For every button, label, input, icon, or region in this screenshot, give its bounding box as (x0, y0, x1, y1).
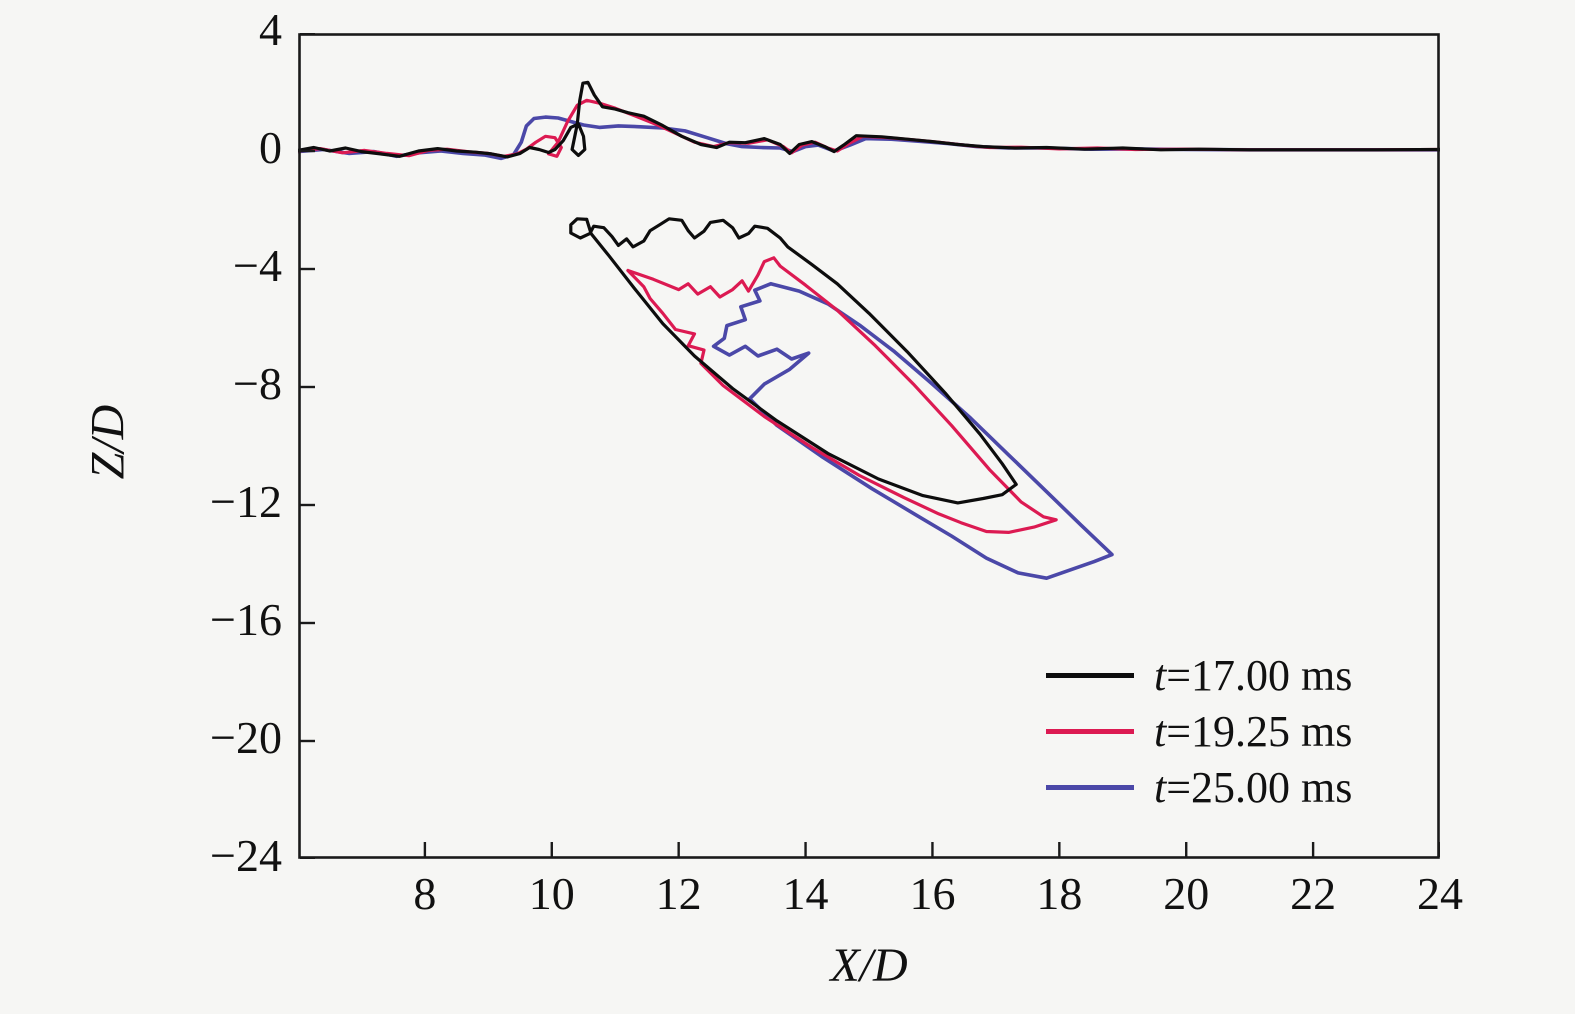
x-tick-label: 24 (1417, 868, 1463, 919)
legend-label-variable: t (1154, 706, 1167, 756)
y-tick-label: 0 (259, 122, 282, 173)
y-tick-label: −12 (210, 476, 282, 527)
legend-entry: t=19.25 ms (1046, 706, 1352, 756)
plot-frame (298, 33, 1440, 859)
free-surface-contour (298, 80, 1440, 159)
y-tick-label: −4 (233, 240, 282, 291)
y-tick-label: −24 (210, 830, 282, 881)
legend-label: t=19.25 ms (1154, 706, 1353, 756)
y-tick-label: −8 (233, 358, 282, 409)
plot-area (298, 33, 1440, 859)
legend-line-swatch (1046, 672, 1134, 678)
legend-line-swatch (1046, 728, 1134, 734)
x-tick-label: 18 (1036, 868, 1083, 919)
x-tick-label: 12 (655, 868, 702, 919)
y-tick-label: −16 (210, 594, 282, 645)
legend-label: t=25.00 ms (1154, 762, 1353, 812)
x-tick-label: 20 (1163, 868, 1210, 919)
legend-label: t=17.00 ms (1154, 650, 1353, 700)
y-axis-title: Z/D (81, 404, 135, 480)
y-tick-label: −20 (210, 712, 282, 763)
x-tick-label: 8 (413, 868, 437, 919)
cavity-contour (569, 217, 1018, 505)
legend-line-swatch (1046, 784, 1134, 790)
legend-label-variable: t (1154, 650, 1167, 700)
legend-entry: t=17.00 ms (1046, 650, 1352, 700)
x-tick-label: 14 (782, 868, 829, 919)
legend-label-variable: t (1154, 762, 1167, 812)
legend-entry: t=25.00 ms (1046, 762, 1352, 812)
cavity-contour (626, 256, 1058, 534)
x-axis-title: X/D (830, 939, 908, 992)
legend: t=17.00 ms t=19.25 ms t=25.00 ms (1046, 650, 1352, 818)
free-surface-contour (298, 98, 1440, 158)
x-tick-label: 10 (528, 868, 575, 919)
y-tick-label: 4 (259, 4, 282, 55)
x-tick-label: 16 (909, 868, 956, 919)
cavity-contour (711, 282, 1114, 581)
x-tick-label: 22 (1290, 868, 1337, 919)
